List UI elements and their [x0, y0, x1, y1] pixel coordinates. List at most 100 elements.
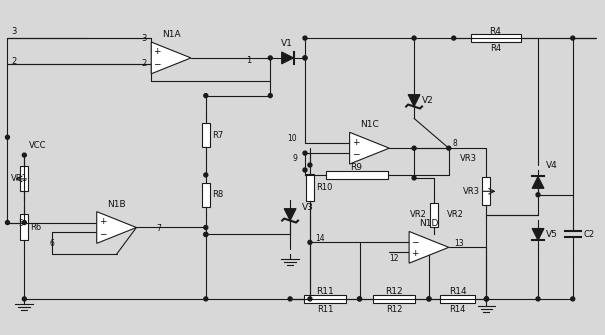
Circle shape	[204, 297, 208, 301]
Circle shape	[571, 36, 575, 40]
Polygon shape	[350, 132, 389, 164]
Circle shape	[22, 153, 26, 157]
Text: V2: V2	[422, 96, 434, 105]
Text: N1D: N1D	[419, 219, 439, 228]
Text: V5: V5	[546, 230, 558, 239]
Circle shape	[452, 36, 456, 40]
Polygon shape	[151, 42, 191, 74]
Bar	[304, 295, 345, 303]
Bar	[202, 183, 210, 207]
Bar	[202, 123, 210, 147]
Text: 5: 5	[18, 218, 23, 227]
Circle shape	[268, 93, 272, 97]
Bar	[440, 295, 475, 303]
Text: +: +	[411, 249, 419, 258]
Circle shape	[268, 56, 272, 60]
Circle shape	[536, 193, 540, 197]
Text: 2: 2	[11, 57, 17, 66]
Text: R10: R10	[316, 183, 332, 192]
Bar	[483, 177, 491, 205]
Circle shape	[308, 163, 312, 167]
Text: 1: 1	[246, 56, 251, 65]
Polygon shape	[532, 228, 544, 241]
Circle shape	[303, 36, 307, 40]
Text: 2: 2	[141, 59, 146, 68]
Text: VR2: VR2	[410, 210, 427, 219]
Text: +: +	[154, 48, 161, 57]
Text: R11: R11	[316, 287, 334, 296]
Circle shape	[358, 297, 362, 301]
Text: +: +	[99, 217, 106, 226]
Text: R12: R12	[386, 305, 402, 314]
Circle shape	[412, 146, 416, 150]
Circle shape	[204, 232, 208, 237]
Text: −: −	[411, 237, 419, 246]
Polygon shape	[532, 177, 544, 188]
Bar	[326, 171, 388, 179]
Bar	[21, 214, 28, 241]
Circle shape	[447, 146, 451, 150]
Circle shape	[427, 297, 431, 301]
Text: −: −	[99, 229, 106, 238]
Circle shape	[303, 168, 307, 172]
Text: R14: R14	[449, 287, 466, 296]
Text: V1: V1	[281, 39, 293, 48]
Circle shape	[427, 297, 431, 301]
Circle shape	[5, 220, 10, 224]
Circle shape	[5, 135, 10, 139]
Text: VCC: VCC	[29, 141, 47, 150]
Text: VR1: VR1	[10, 175, 27, 183]
Text: R11: R11	[316, 305, 333, 314]
Text: −: −	[154, 59, 161, 68]
Circle shape	[303, 56, 307, 60]
Circle shape	[412, 36, 416, 40]
Text: R14: R14	[450, 305, 466, 314]
Polygon shape	[282, 52, 293, 64]
Circle shape	[485, 297, 488, 301]
Bar	[306, 174, 314, 201]
Circle shape	[485, 297, 488, 301]
Text: R12: R12	[385, 287, 403, 296]
Text: R6: R6	[30, 222, 42, 231]
Text: R7: R7	[212, 131, 223, 140]
Bar	[21, 166, 28, 191]
Text: 3: 3	[11, 27, 17, 36]
Text: R9: R9	[350, 163, 362, 173]
Text: VR3: VR3	[460, 153, 477, 162]
Text: V4: V4	[546, 160, 558, 170]
Text: 13: 13	[454, 239, 463, 248]
Text: 10: 10	[287, 134, 297, 143]
Circle shape	[571, 297, 575, 301]
Circle shape	[358, 297, 362, 301]
Circle shape	[412, 176, 416, 180]
Circle shape	[204, 93, 208, 97]
Text: VR3: VR3	[462, 187, 480, 196]
Circle shape	[303, 56, 307, 60]
Circle shape	[288, 297, 292, 301]
Polygon shape	[409, 231, 449, 263]
Text: C2: C2	[584, 230, 595, 239]
Text: 7: 7	[157, 223, 162, 232]
Circle shape	[303, 151, 307, 155]
Text: V3: V3	[302, 203, 314, 212]
Polygon shape	[97, 212, 136, 243]
Circle shape	[204, 225, 208, 229]
Circle shape	[485, 297, 488, 301]
Text: N1A: N1A	[162, 30, 180, 39]
Text: 3: 3	[141, 34, 146, 43]
Text: N1B: N1B	[107, 200, 126, 209]
Text: N1C: N1C	[360, 120, 379, 129]
Bar	[373, 295, 415, 303]
Text: R4: R4	[489, 27, 502, 36]
Text: 12: 12	[389, 254, 399, 263]
Text: 14: 14	[315, 234, 324, 243]
Bar	[430, 203, 438, 226]
Circle shape	[22, 220, 26, 224]
Text: 6: 6	[50, 240, 54, 248]
Circle shape	[308, 241, 312, 244]
Text: VR2: VR2	[447, 210, 463, 219]
Text: −: −	[352, 150, 359, 158]
Text: R4: R4	[490, 44, 502, 53]
Bar	[471, 34, 521, 42]
Polygon shape	[408, 94, 420, 107]
